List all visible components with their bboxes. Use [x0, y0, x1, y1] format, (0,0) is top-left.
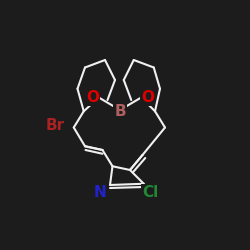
Text: O: O	[141, 90, 154, 105]
Text: N: N	[94, 185, 106, 200]
Text: Br: Br	[46, 118, 64, 132]
Text: Cl: Cl	[142, 185, 158, 200]
Text: B: B	[114, 104, 126, 119]
Text: O: O	[86, 90, 99, 105]
